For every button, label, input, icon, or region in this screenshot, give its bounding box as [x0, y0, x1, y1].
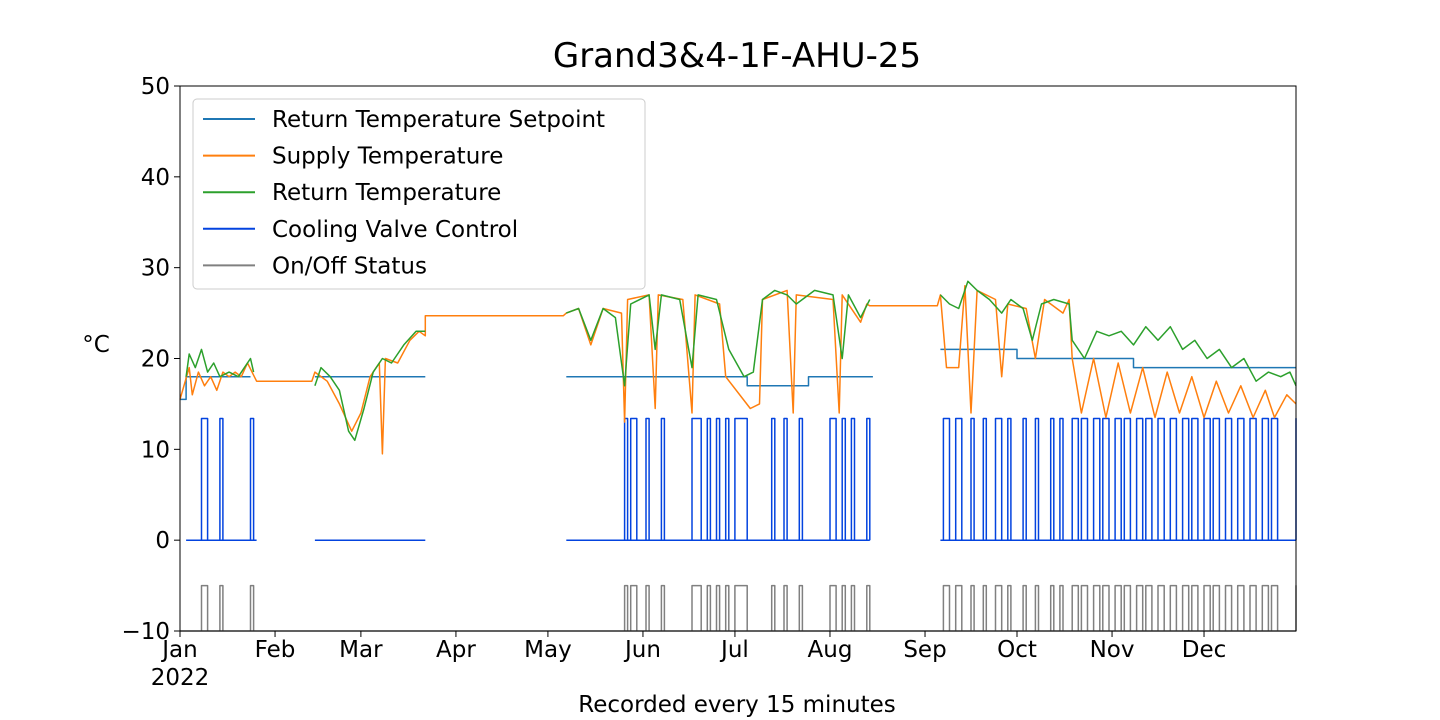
x-tick-label: Feb	[255, 637, 296, 663]
x-tick-label: Jun	[623, 637, 661, 663]
y-tick-label: 50	[141, 74, 170, 100]
plot-area	[179, 280, 1297, 632]
x-tick-label: Dec	[1182, 637, 1227, 663]
x-tick-label: Apr	[436, 637, 476, 663]
x-tick-label: Aug	[808, 637, 853, 663]
series-line-on-off-status	[180, 584, 1297, 632]
series-line-return-temperature	[185, 280, 1297, 442]
x-axis-label: Recorded every 15 minutes	[578, 692, 896, 718]
x-tick-label: Sep	[903, 637, 946, 663]
legend-label: Supply Temperature	[272, 144, 503, 170]
x-tick-label: Jul	[719, 637, 749, 663]
legend-label: On/Off Status	[272, 253, 427, 279]
x-tick-label: Jan	[160, 637, 197, 663]
y-axis: −10 0 10 20 30 40 50	[121, 74, 180, 645]
series-line-supply-temperature	[179, 285, 1297, 455]
y-axis-label: °C	[82, 332, 110, 358]
x-tick-label: May	[524, 637, 572, 663]
x-axis: Jan Feb Mar Apr May Jun Jul Aug Sep Oct Nov Dec 2022	[151, 631, 1227, 691]
y-tick-label: 30	[141, 256, 170, 282]
x-tick-year-label: 2022	[151, 665, 210, 691]
chart-title: Grand3&4-1F-AHU-25	[553, 36, 921, 76]
legend: Return Temperature Setpoint Supply Temper…	[192, 98, 646, 290]
y-tick-label: 20	[141, 347, 170, 373]
y-tick-label: −10	[121, 619, 170, 645]
y-tick-label: 0	[155, 528, 170, 554]
legend-label: Return Temperature Setpoint	[272, 107, 605, 133]
y-tick-label: 10	[141, 437, 170, 463]
y-tick-label: 40	[141, 165, 170, 191]
legend-label: Return Temperature	[272, 180, 501, 206]
legend-label: Cooling Valve Control	[272, 217, 518, 243]
legend-box	[192, 98, 646, 290]
x-tick-label: Mar	[339, 637, 383, 663]
x-tick-label: Nov	[1090, 637, 1135, 663]
series-line-cooling-valve-control	[186, 417, 1297, 541]
x-tick-label: Oct	[997, 637, 1037, 663]
